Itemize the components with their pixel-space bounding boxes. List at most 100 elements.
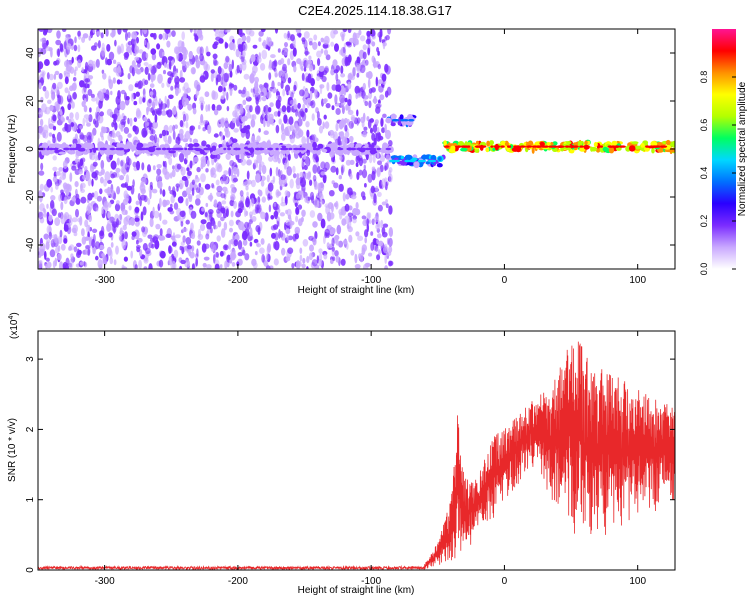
heatmap-cell (142, 88, 146, 97)
heatmap-cell (138, 96, 143, 105)
heatmap-cell (347, 99, 352, 106)
heatmap-cell (79, 125, 83, 130)
heatmap-cell (91, 60, 97, 69)
heatmap-cell (267, 37, 272, 47)
heatmap-cell (195, 187, 201, 194)
heatmap-cell (634, 145, 642, 150)
heatmap-cell (157, 73, 163, 84)
heatmap-cell (144, 66, 149, 76)
heatmap-cell (56, 131, 62, 142)
heatmap-cell (263, 106, 266, 113)
heatmap-cell (249, 211, 253, 217)
heatmap-cell (135, 91, 140, 97)
heatmap-cell (63, 238, 68, 244)
heatmap-cell (241, 89, 246, 95)
heatmap-cell (225, 55, 230, 63)
heatmap-cell (275, 124, 280, 134)
heatmap-cell (330, 142, 338, 149)
heatmap-cell (371, 170, 376, 181)
heatmap-cell (249, 105, 253, 113)
heatmap-cell (64, 76, 69, 85)
heatmap-cell (260, 211, 266, 220)
heatmap-cell (309, 244, 314, 252)
heatmap-cell (46, 147, 50, 151)
heatmap-cell (75, 193, 80, 200)
heatmap-cell (204, 183, 211, 190)
heatmap-cell (272, 142, 280, 148)
heatmap-cell (147, 73, 151, 81)
heatmap-cell (81, 87, 87, 95)
heatmap-cell (281, 196, 284, 204)
heatmap-cell (229, 41, 235, 51)
heatmap-cell (123, 126, 130, 134)
heatmap-cell (359, 64, 366, 74)
heatmap-cell (94, 170, 99, 176)
heatmap-cell (413, 161, 420, 169)
heatmap-cell (362, 82, 366, 91)
heatmap-cell (258, 30, 264, 37)
heatmap-cell (260, 63, 266, 71)
heatmap-cell (69, 172, 73, 183)
heatmap-cell (158, 98, 162, 104)
heatmap-cell (215, 179, 220, 186)
heatmap-cell (210, 72, 214, 82)
heatmap-cell (276, 220, 280, 227)
heatmap-cell (147, 63, 153, 71)
heatmap-cell (354, 264, 361, 269)
heatmap-cell (282, 88, 286, 97)
heatmap-cell (258, 163, 262, 173)
heatmap-cell (161, 147, 167, 151)
heatmap-cell (254, 251, 258, 256)
heatmap-cell (217, 220, 222, 228)
heatmap-cell (98, 99, 103, 109)
heatmap-cell (276, 88, 279, 96)
heatmap-cell (490, 145, 494, 148)
heatmap-cell (65, 183, 71, 190)
heatmap-cell (165, 110, 169, 115)
heatmap-cell (227, 147, 231, 151)
heatmap-cell (330, 41, 335, 47)
heatmap-cell (370, 127, 373, 134)
heatmap-cell (410, 119, 414, 122)
heatmap-cell (199, 53, 204, 62)
heatmap-cell (154, 133, 157, 144)
heatmap-cell (212, 53, 218, 60)
heatmap-cell (331, 105, 335, 111)
heatmap-cell (195, 198, 201, 206)
heatmap-cell (500, 145, 505, 148)
heatmap-cell (143, 29, 148, 35)
heatmap-cell (306, 146, 313, 151)
heatmap-cell (139, 196, 142, 207)
heatmap-cell (170, 261, 177, 269)
heatmap-cell (80, 196, 87, 204)
heatmap-cell (287, 153, 291, 161)
heatmap-cell (301, 72, 305, 82)
heatmap-cell (195, 81, 201, 92)
snr-y-tick-label: 0 (25, 567, 36, 573)
heatmap-cell (136, 239, 139, 245)
heatmap-cell (246, 35, 251, 43)
heatmap-cell (299, 62, 303, 70)
heatmap-cell (237, 240, 243, 250)
heatmap-cell (38, 82, 42, 90)
heatmap-cell (317, 212, 323, 222)
heatmap-cell (336, 84, 342, 92)
heatmap-cell (42, 30, 48, 36)
heatmap-cell (280, 80, 284, 90)
heatmap-cell (268, 87, 273, 94)
heatmap-cell (75, 111, 80, 121)
heatmap-cell (403, 119, 409, 122)
heatmap-cell (322, 167, 328, 173)
heatmap-cell (57, 81, 63, 90)
heatmap-cell (374, 132, 378, 139)
heatmap-cell (347, 147, 353, 151)
heatmap-cell (179, 128, 184, 136)
heatmap-cell (163, 134, 168, 142)
heatmap-cell (322, 174, 327, 184)
heatmap-cell (89, 154, 96, 161)
heatmap-cell (323, 114, 327, 120)
heatmap-cell (376, 151, 380, 159)
heatmap-cell (312, 141, 317, 149)
heatmap-cell (152, 165, 156, 171)
heatmap-cell (385, 34, 390, 41)
